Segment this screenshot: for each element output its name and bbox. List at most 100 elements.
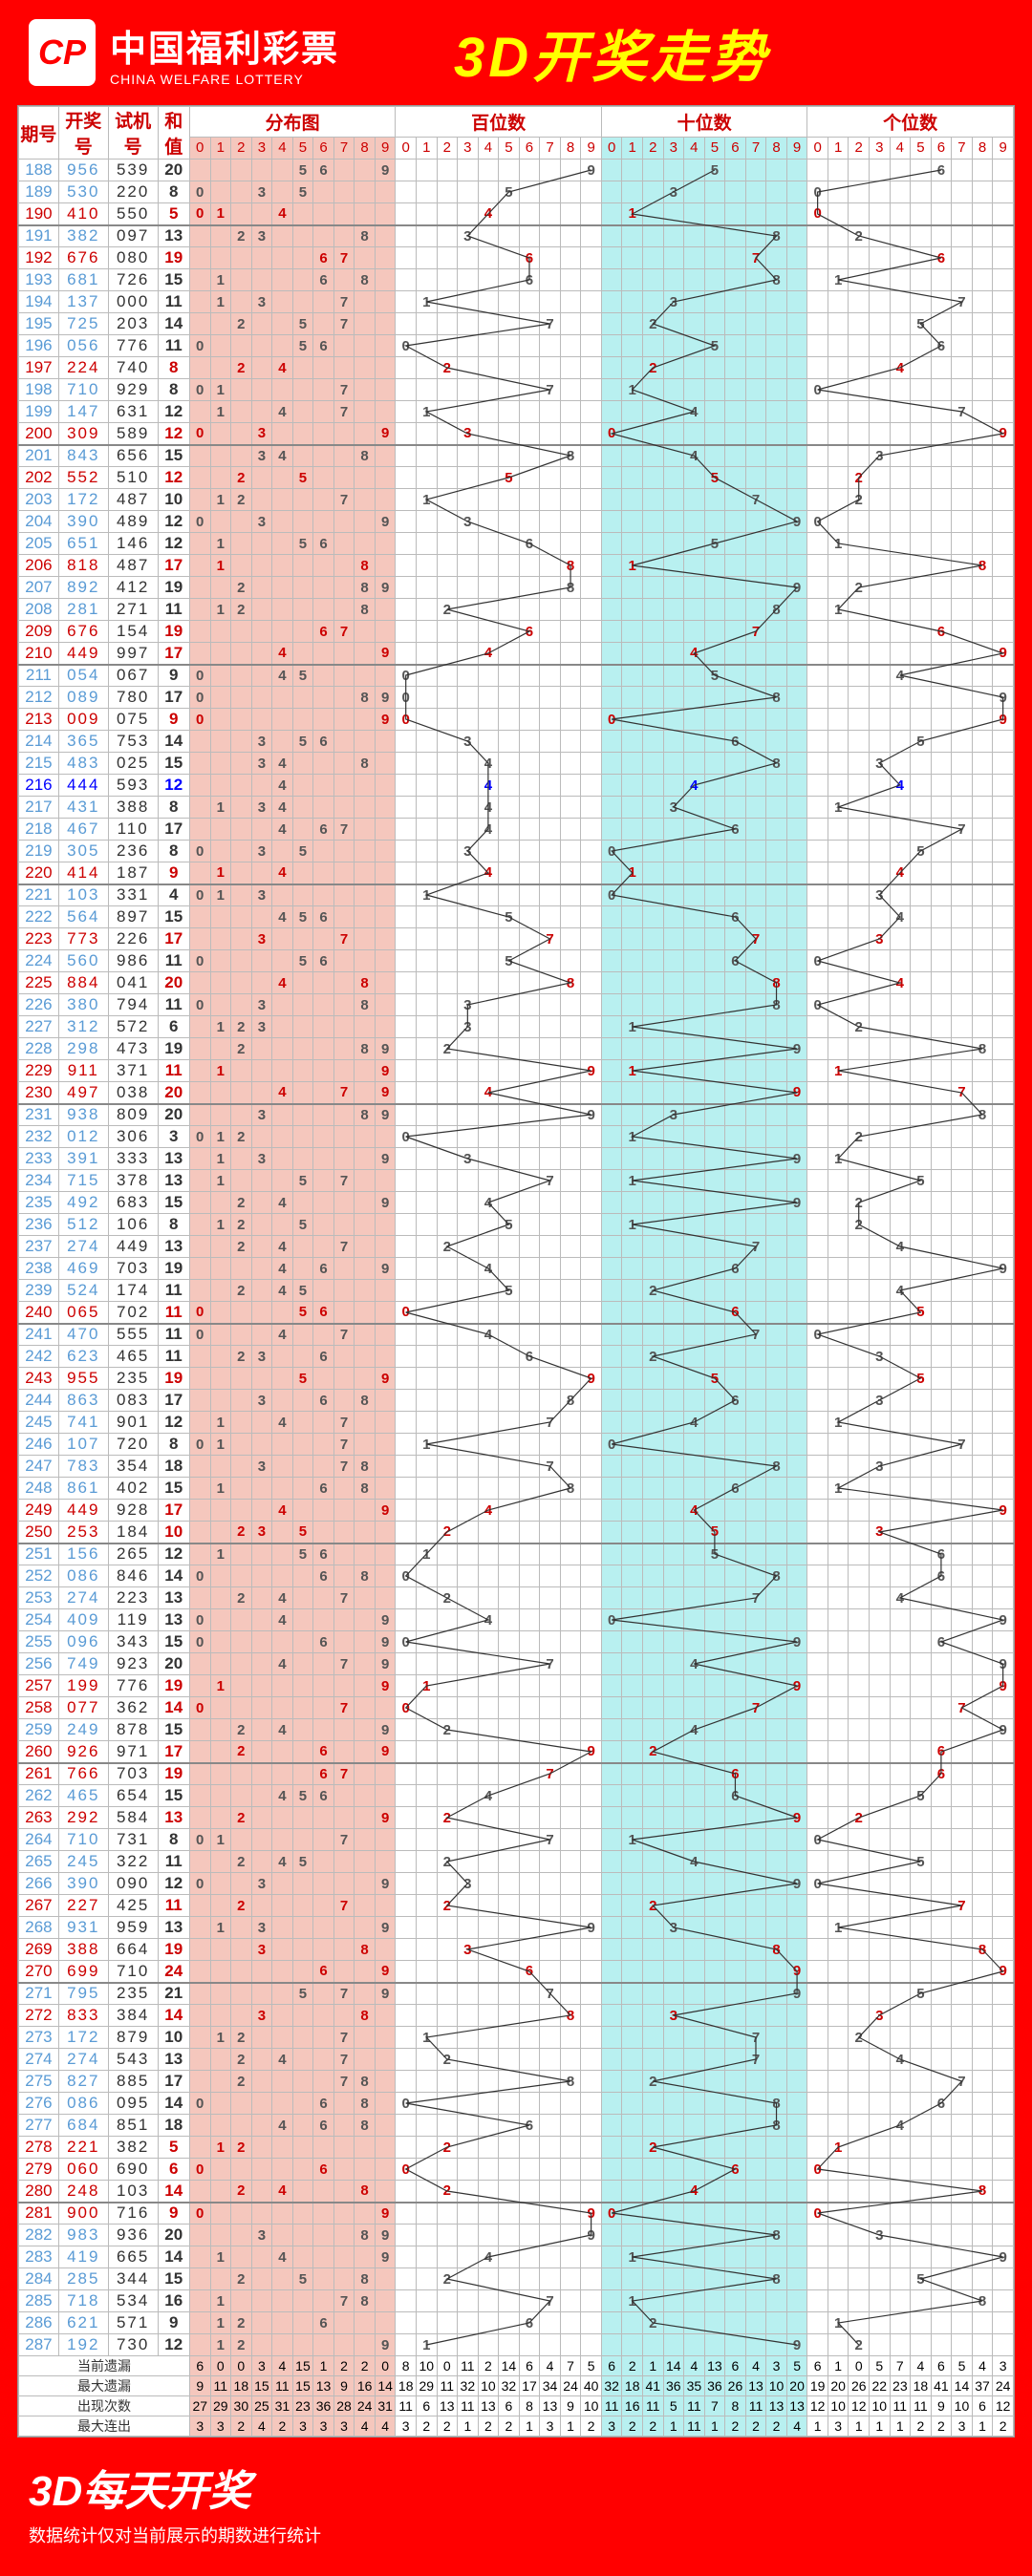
data-row: 23549268315249492 (19, 1192, 1014, 1214)
digit-header: 8 (766, 137, 787, 159)
col-hundreds: 百位数 (396, 107, 601, 138)
digit-header: 2 (231, 137, 252, 159)
data-row: 25674992320479749 (19, 1653, 1014, 1675)
data-row: 27427454313247274 (19, 2049, 1014, 2071)
data-row: 25924987815249249 (19, 1719, 1014, 1741)
col-ones: 个位数 (807, 107, 1014, 138)
data-row: 23049703820479497 (19, 1082, 1014, 1104)
data-row: 24778335418378783 (19, 1456, 1014, 1478)
data-row: 23193880920389938 (19, 1104, 1014, 1126)
data-row: 20828127111128281 (19, 599, 1014, 621)
data-row: 22638079411038380 (19, 994, 1014, 1016)
data-row: 2632925841329292 (19, 1807, 1014, 1829)
data-row: 23952417411245524 (19, 1280, 1014, 1302)
data-row: 26893195913139931 (19, 1917, 1014, 1939)
digit-header: 7 (333, 137, 355, 159)
digit-header: 7 (745, 137, 766, 159)
digit-header: 4 (684, 137, 705, 159)
data-row: 2647107318017710 (19, 1829, 1014, 1851)
digit-header: 3 (663, 137, 684, 159)
footer-title: 3D每天开奖 (29, 2457, 1003, 2518)
footer-sub: 数据统计仅对当前展示的期数进行统计 (29, 2523, 1003, 2547)
data-row: 2580773621407077 (19, 1697, 1014, 1719)
digit-header: 0 (396, 137, 417, 159)
data-row: 1926760801967676 (19, 247, 1014, 269)
data-row: 2439552351959955 (19, 1368, 1014, 1390)
data-row: 25509634315069096 (19, 1631, 1014, 1653)
data-row: 2617667031967766 (19, 1763, 1014, 1785)
data-row: 27768485118468684 (19, 2115, 1014, 2137)
digit-header: 5 (911, 137, 932, 159)
data-row: 21548302515348483 (19, 753, 1014, 775)
stats-label: 最大遗漏 (19, 2376, 190, 2396)
data-row: 279060690606060 (19, 2159, 1014, 2181)
data-row: 20317248710127172 (19, 489, 1014, 511)
data-row: 2365121068125512 (19, 1214, 1014, 1236)
col-test: 试机号 (108, 107, 158, 160)
data-row: 28428534415258285 (19, 2268, 1014, 2290)
digit-header: 5 (292, 137, 313, 159)
data-row: 25025318410235253 (19, 1522, 1014, 1543)
data-row: 22256489715456564 (19, 906, 1014, 928)
digit-header: 4 (478, 137, 499, 159)
data-row: 21208978017089089 (19, 687, 1014, 709)
data-row: 26092697117269926 (19, 1741, 1014, 1763)
data-row: 1895302208035530 (19, 181, 1014, 203)
data-row: 22456098611056560 (19, 950, 1014, 972)
digit-header: 8 (972, 137, 993, 159)
col-sum: 和值 (158, 107, 189, 160)
stats-label: 当前遗漏 (19, 2356, 190, 2376)
page-title: 3D开奖走势 (454, 12, 769, 93)
data-row: 2299113711119911 (19, 1060, 1014, 1082)
digit-header: 1 (210, 137, 231, 159)
data-row: 19413700011137137 (19, 291, 1014, 313)
data-row: 27582788517278827 (19, 2071, 1014, 2093)
data-row: 23846970319469469 (19, 1258, 1014, 1280)
data-row: 216444593124444 (19, 775, 1014, 797)
digit-header: 8 (355, 137, 376, 159)
stats-label: 出现次数 (19, 2396, 190, 2416)
data-row: 24574190112147741 (19, 1412, 1014, 1434)
data-row: 2672274251127227 (19, 1895, 1014, 1917)
digit-header: 9 (993, 137, 1014, 159)
header: CP 中国福利彩票 CHINA WELFARE LOTTERY 3D开奖走势 (0, 0, 1032, 105)
digit-header: 6 (931, 137, 952, 159)
data-row: 2211033314013103 (19, 884, 1014, 906)
brand-name: 中国福利彩票 (110, 19, 339, 72)
digit-header: 9 (375, 137, 396, 159)
data-row: 2461077208017107 (19, 1434, 1014, 1456)
data-row: 20789241219289892 (19, 577, 1014, 599)
data-row: 2025525101225552 (19, 467, 1014, 489)
data-row: 2258840412048884 (19, 972, 1014, 994)
data-row: 19914763112147147 (19, 401, 1014, 423)
data-row: 20030958912039309 (19, 423, 1014, 445)
data-row: 27317287910127172 (19, 2027, 1014, 2049)
digit-header: 7 (540, 137, 561, 159)
logo-icon: CP (29, 19, 96, 86)
data-row: 26246565415456465 (19, 1785, 1014, 1807)
data-row: 2193052368035305 (19, 841, 1014, 862)
data-row: 28298393620389983 (19, 2225, 1014, 2246)
col-draw: 开奖号 (58, 107, 108, 160)
stats-row: 当前遗漏600341512208100112146475621144136435… (19, 2356, 1014, 2376)
data-row: 24006570211056065 (19, 1302, 1014, 1324)
data-row: 21846711017467467 (19, 819, 1014, 841)
data-row: 1904105505014410 (19, 203, 1014, 225)
col-period: 期号 (19, 107, 59, 160)
brand-en: CHINA WELFARE LOTTERY (110, 72, 339, 87)
digit-header: 3 (251, 137, 272, 159)
data-row: 18895653920569956 (19, 160, 1014, 181)
data-row: 28024810314248248 (19, 2181, 1014, 2203)
data-row: 197224740824224 (19, 357, 1014, 379)
stats-row: 出现次数272930253123362824311161311136813910… (19, 2396, 1014, 2416)
data-row: 2237732261737773 (19, 928, 1014, 950)
data-row: 278221382512221 (19, 2137, 1014, 2159)
data-row: 22829847319289298 (19, 1038, 1014, 1060)
data-row: 23727444913247274 (19, 1236, 1014, 1258)
data-row: 2571997761919199 (19, 1675, 1014, 1697)
digit-header: 0 (807, 137, 828, 159)
data-row: 2706997102469699 (19, 1961, 1014, 1983)
data-row: 2320123063012012 (19, 1126, 1014, 1148)
data-row: 24147055511047470 (19, 1324, 1014, 1346)
data-row: 28341966514149419 (19, 2246, 1014, 2268)
